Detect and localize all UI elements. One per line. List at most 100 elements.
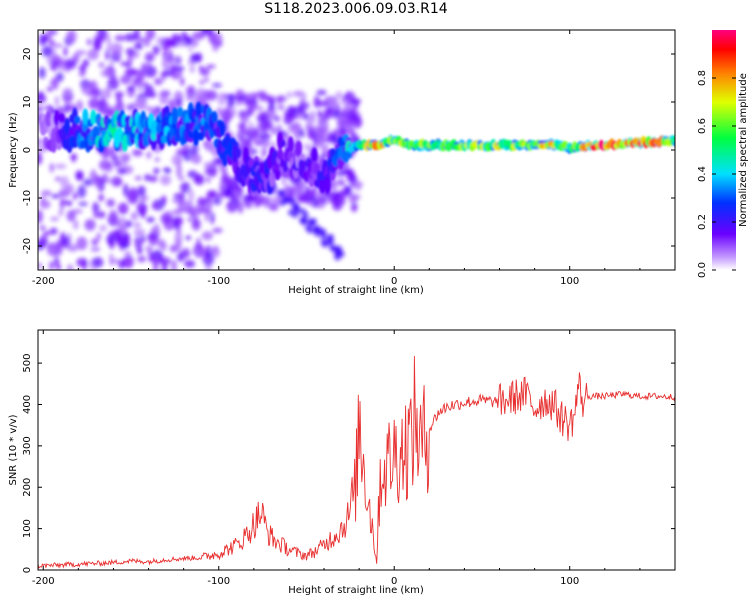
- spectrogram-cloud-blob: [54, 163, 67, 170]
- spectrogram-cloud-blob: [201, 30, 213, 36]
- snr-x-tick-label: -200: [32, 576, 55, 587]
- spectrogram-cloud-blob: [249, 121, 254, 135]
- spectrogram-cloud-blob: [72, 219, 79, 230]
- spectrogram-cloud-blob: [207, 140, 216, 150]
- spectrogram-cloud-blob: [199, 67, 210, 77]
- spectrogram-cloud-blob: [175, 71, 184, 77]
- spectrogram-cloud-blob: [291, 185, 299, 196]
- spectrogram-ridge-blob: [192, 129, 200, 146]
- spectrogram-cloud-blob: [151, 201, 160, 211]
- spectrogram-cloud-blob: [185, 36, 194, 44]
- spectrogram-cloud-blob: [340, 126, 345, 136]
- spectrogram-cloud-blob: [195, 88, 207, 102]
- spectrogram-cloud-blob: [240, 111, 250, 125]
- spectrogram-cloud-blob: [274, 115, 280, 122]
- colorbar-tick-label: 0.8: [697, 70, 708, 86]
- spectrogram-cloud-blob: [175, 98, 183, 109]
- spectrogram-y-ticks: -20 -10 0 10 20: [22, 48, 675, 254]
- spectrogram-cloud-blob: [41, 45, 53, 58]
- spectrogram-cloud-blob: [333, 110, 340, 118]
- spectrogram-cloud-blob: [105, 85, 112, 100]
- spectrogram-cloud-blob: [255, 106, 264, 111]
- spectrogram-cloud-blob: [137, 240, 143, 249]
- spectrogram-cloud-blob: [215, 107, 224, 116]
- spectrogram-cloud-blob: [106, 38, 112, 53]
- spectrogram-x-tick-label: 100: [560, 276, 579, 287]
- spectrogram-cloud-blob: [54, 256, 60, 267]
- spectrogram-branch-blob: [327, 234, 334, 241]
- spectrogram-cloud-blob: [49, 216, 60, 222]
- spectrogram-cloud-blob: [98, 62, 105, 68]
- spectrogram-branch-blob: [278, 190, 285, 197]
- spectrogram-cloud-blob: [91, 88, 102, 98]
- spectrogram-cloud-blob: [194, 174, 205, 186]
- spectrogram-cloud-blob: [154, 157, 160, 162]
- spectrogram-cloud-blob: [173, 66, 186, 71]
- spectrogram-cloud-blob: [40, 190, 52, 197]
- colorbar-label: Normalized spectral amplitude: [738, 73, 749, 227]
- spectrogram-cloud-blob: [38, 110, 42, 118]
- spectrogram-cloud-blob: [192, 217, 199, 228]
- spectrogram-cloud-blob: [120, 241, 130, 249]
- spectrogram-cloud-blob: [227, 94, 236, 108]
- spectrogram-cloud-blob: [38, 67, 46, 79]
- spectrogram-cloud-blob: [173, 208, 181, 215]
- spectrogram-y-tick-label: 10: [22, 96, 33, 109]
- spectrogram-cloud-blob: [100, 69, 113, 78]
- spectrogram-cloud-blob: [51, 76, 59, 90]
- spectrogram-cloud-blob: [188, 188, 195, 203]
- spectrogram-ridge-blob: [195, 101, 202, 119]
- snr-y-tick-label: 300: [22, 436, 33, 455]
- spectrogram-cloud-blob: [192, 31, 204, 38]
- spectrogram-cloud-blob: [120, 61, 130, 67]
- colorbar-tick-label: 0.2: [697, 214, 708, 230]
- spectrogram-cloud-blob: [256, 90, 267, 98]
- spectrogram-cloud-blob: [231, 200, 236, 211]
- spectrogram-cloud-blob: [306, 117, 312, 128]
- spectrogram-cloud-blob: [91, 168, 96, 179]
- colorbar-gradient: [712, 30, 736, 270]
- spectrogram-cloud-blob: [132, 100, 140, 110]
- spectrogram-cloud-blob: [93, 38, 101, 51]
- spectrogram-cloud-blob: [136, 246, 143, 255]
- spectrogram-image: [38, 30, 675, 270]
- spectrogram-cloud-blob: [102, 109, 115, 117]
- spectrogram-cloud-blob: [301, 92, 307, 102]
- spectrogram-cloud-blob: [237, 122, 247, 130]
- spectrogram-cloud-blob: [76, 99, 84, 112]
- spectrogram-cloud-blob: [92, 256, 104, 268]
- spectrogram-cloud-blob: [308, 197, 318, 202]
- spectrogram-cloud-blob: [209, 211, 215, 225]
- spectrogram-cloud-blob: [91, 238, 99, 246]
- spectrogram-core: [40, 101, 675, 198]
- spectrogram-cloud-blob: [327, 95, 339, 109]
- spectrogram-cloud-blob: [246, 104, 255, 115]
- spectrogram-cloud-blob: [133, 228, 146, 237]
- spectrogram-cloud-blob: [311, 186, 317, 196]
- spectrogram-cloud-blob: [244, 200, 254, 209]
- spectrogram-cloud-blob: [160, 174, 172, 186]
- spectrogram-cloud-blob: [347, 192, 357, 204]
- spectrogram-cloud-blob: [253, 130, 258, 137]
- spectrogram-cloud-blob: [78, 71, 85, 77]
- spectrogram-cloud-blob: [335, 91, 343, 100]
- spectrogram-cloud-blob: [93, 212, 100, 219]
- spectrogram-cloud-blob: [139, 196, 146, 203]
- spectrogram-cloud-blob: [288, 124, 301, 130]
- spectrogram-cloud-blob: [216, 192, 229, 198]
- spectrogram-cloud-blob: [144, 106, 154, 111]
- spectrogram-ridge-blob: [161, 134, 168, 144]
- colorbar-tick-label: 0.0: [697, 262, 708, 278]
- colorbar-ticks: 0.0 0.2 0.4 0.6 0.8: [697, 70, 736, 278]
- spectrogram-y-tick-label: -10: [22, 190, 33, 206]
- spectrogram-cloud-blob: [261, 147, 267, 158]
- spectrogram-ridge-blob: [82, 108, 89, 126]
- spectrogram-branch-blob: [333, 251, 340, 258]
- spectrogram-cloud-blob: [299, 180, 304, 193]
- spectrogram-cloud-blob: [268, 99, 275, 109]
- spectrogram-branch-blob: [328, 239, 335, 246]
- spectrogram-cloud-blob: [110, 176, 123, 187]
- snr-y-axis-label: SNR (10 * v/v): [8, 414, 19, 485]
